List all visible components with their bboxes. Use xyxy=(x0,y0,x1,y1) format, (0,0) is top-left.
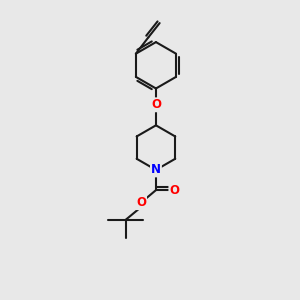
Text: O: O xyxy=(169,184,179,196)
Text: O: O xyxy=(136,196,146,209)
Text: N: N xyxy=(151,164,161,176)
Text: O: O xyxy=(151,98,161,111)
